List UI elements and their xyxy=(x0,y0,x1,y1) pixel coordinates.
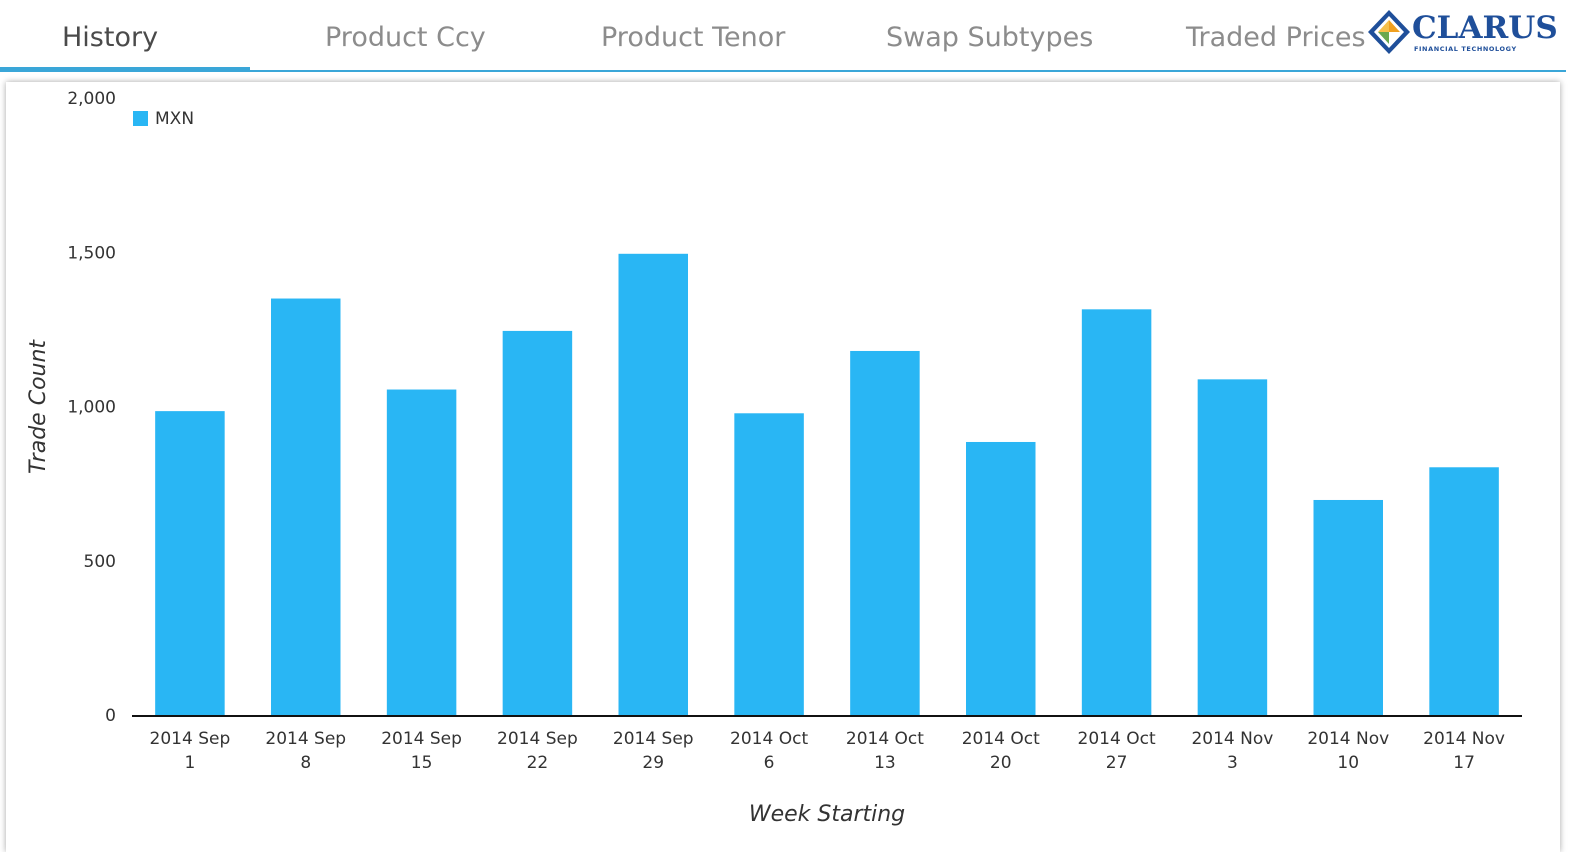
bar-mxn[interactable] xyxy=(271,298,341,715)
legend-swatch-mxn[interactable] xyxy=(133,111,148,126)
x-tick-label: 2014 Sep 1 xyxy=(150,729,231,773)
top-navigation: History Product Ccy Product Tenor Swap S… xyxy=(0,0,1576,72)
bar-mxn[interactable] xyxy=(155,411,225,715)
tab-bar-divider xyxy=(0,70,1566,72)
x-axis-title: Week Starting xyxy=(749,802,905,827)
bar-mxn[interactable] xyxy=(386,389,457,715)
x-axis-ticks: 2014 Sep 1 2014 Sep 8 2014 Sep 15 2014 Sep 22 20… xyxy=(150,729,1505,773)
x-tick-label: 2014 Sep 29 xyxy=(613,729,694,773)
x-tick-label: 2014 Oct 20 xyxy=(962,729,1040,773)
bar-series-mxn xyxy=(155,253,1499,716)
x-tick-label: 2014 Sep 22 xyxy=(497,729,578,773)
active-tab-indicator xyxy=(0,67,250,72)
x-tick-label: 2014 Nov 3 xyxy=(1191,729,1273,773)
tab-product-tenor[interactable]: Product Tenor xyxy=(601,22,786,53)
x-tick-label: 2014 Oct 6 xyxy=(730,729,808,773)
x-tick-label: 2014 Nov 17 xyxy=(1423,729,1505,773)
bar-mxn[interactable] xyxy=(618,253,689,716)
legend-label-mxn[interactable]: MXN xyxy=(155,109,194,129)
x-tick-label: 2014 Sep 15 xyxy=(381,729,462,773)
tab-history[interactable]: History xyxy=(62,22,159,53)
tab-traded-prices[interactable]: Traded Prices xyxy=(1186,22,1366,53)
y-tick-label: 1,000 xyxy=(67,398,116,418)
x-tick-label: 2014 Sep 8 xyxy=(265,729,346,773)
y-axis-ticks: 0 500 1,000 1,500 2,000 xyxy=(67,89,116,726)
clarus-logo: CLARUS FINANCIAL TECHNOLOGY xyxy=(1366,8,1558,58)
bar-mxn[interactable] xyxy=(1197,379,1268,715)
x-tick-label: 2014 Oct 13 xyxy=(846,729,924,773)
tab-product-ccy[interactable]: Product Ccy xyxy=(325,22,486,53)
y-tick-label: 500 xyxy=(84,552,116,572)
bar-mxn[interactable] xyxy=(1313,499,1384,715)
bar-mxn[interactable] xyxy=(1081,309,1152,715)
y-tick-label: 0 xyxy=(105,706,116,726)
tab-swap-subtypes[interactable]: Swap Subtypes xyxy=(886,22,1094,53)
y-axis-title: Trade Count xyxy=(26,339,51,474)
logo-wordmark: CLARUS xyxy=(1412,10,1558,46)
bar-mxn[interactable] xyxy=(966,441,1036,715)
y-tick-label: 1,500 xyxy=(67,243,116,263)
bar-mxn[interactable] xyxy=(850,350,920,715)
bar-mxn[interactable] xyxy=(1429,467,1499,715)
x-tick-label: 2014 Nov 10 xyxy=(1307,729,1389,773)
bar-mxn[interactable] xyxy=(502,330,573,715)
logo-diamond-icon xyxy=(1368,10,1410,54)
x-tick-label: 2014 Oct 27 xyxy=(1078,729,1156,773)
bar-mxn[interactable] xyxy=(734,413,804,715)
legend: MXN xyxy=(133,109,194,129)
y-tick-label: 2,000 xyxy=(67,89,116,109)
logo-tagline: FINANCIAL TECHNOLOGY xyxy=(1414,45,1517,53)
